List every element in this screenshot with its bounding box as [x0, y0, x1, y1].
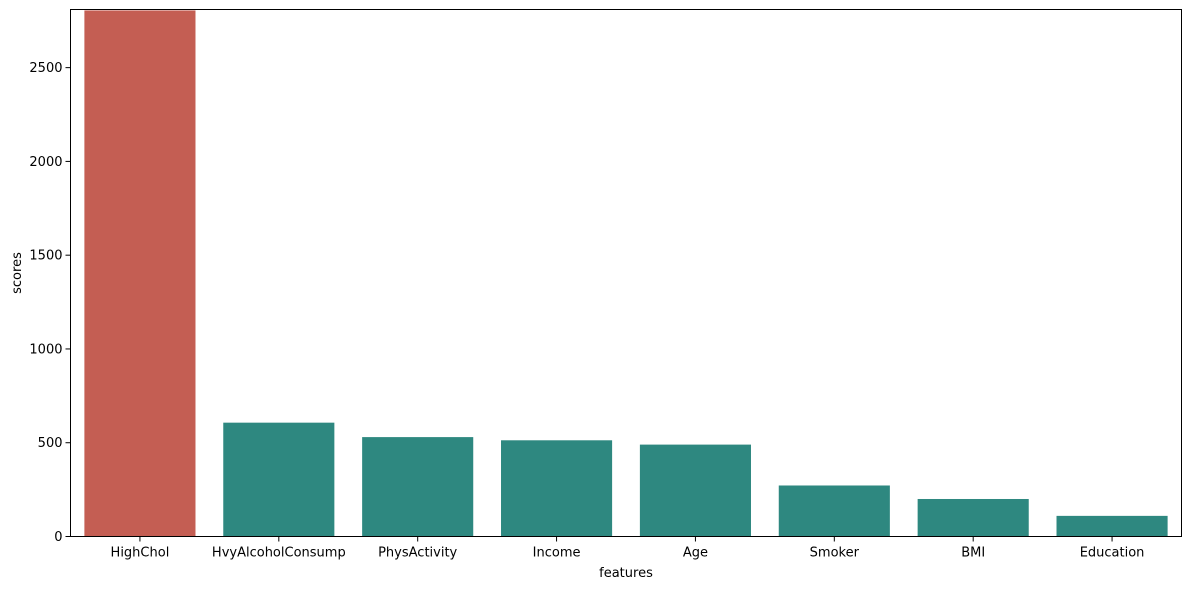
bar-hvyalcoholconsump — [223, 422, 335, 537]
y-tick-label: 0 — [54, 530, 62, 545]
y-axis-label: scores — [10, 252, 25, 294]
plot-frame — [70, 9, 1182, 537]
x-axis: HighChol HvyAlcoholConsump PhysActivity Inc… — [111, 536, 1145, 561]
bars — [84, 10, 1168, 537]
x-tick-label: HvyAlcoholConsump — [212, 546, 346, 561]
bar-income — [501, 440, 613, 537]
y-tick-label: 2500 — [29, 61, 62, 76]
y-tick-label: 2000 — [29, 155, 62, 170]
y-tick-label: 1000 — [29, 342, 62, 357]
y-tick-label: 500 — [38, 436, 63, 451]
y-tick-label: 1500 — [29, 249, 62, 264]
bar-bmi — [917, 498, 1029, 537]
x-tick-label: Income — [533, 546, 581, 561]
x-axis-label: features — [599, 566, 653, 581]
bar-smoker — [778, 485, 890, 537]
x-tick-label: Age — [683, 546, 708, 561]
bar-highchol — [84, 10, 196, 537]
y-axis: 0 500 1000 1500 2000 2500 — [29, 61, 71, 545]
x-tick-label: Education — [1080, 546, 1145, 561]
bar-physactivity — [362, 437, 474, 537]
bar-education — [1056, 515, 1168, 537]
x-tick-label: HighChol — [111, 546, 170, 561]
bar-age — [639, 444, 751, 537]
x-tick-label: BMI — [961, 546, 985, 561]
x-tick-label: Smoker — [810, 546, 860, 561]
x-tick-label: PhysActivity — [378, 546, 457, 561]
